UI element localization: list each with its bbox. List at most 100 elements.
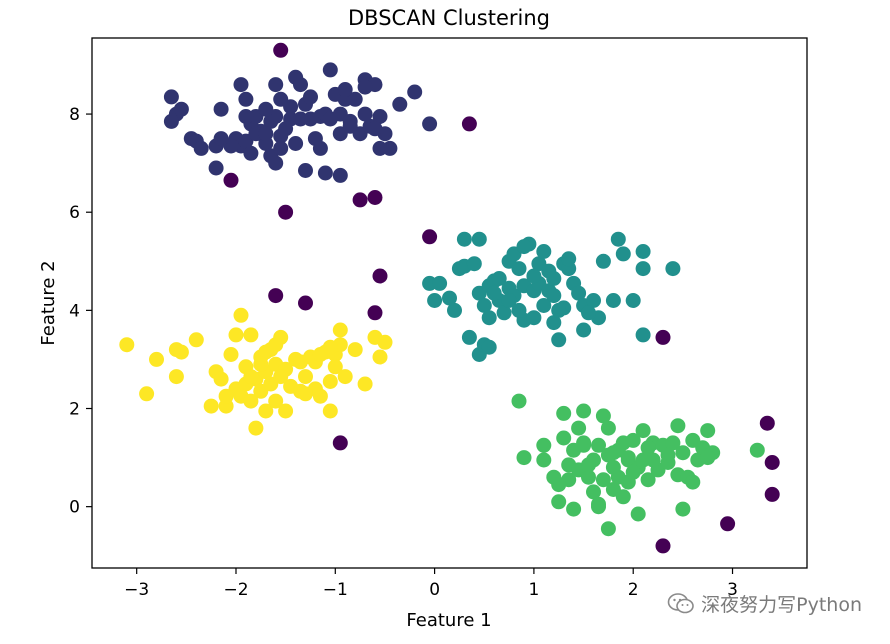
- data-point: [258, 403, 274, 419]
- data-point: [248, 420, 264, 436]
- wechat-icon: [667, 592, 694, 613]
- data-point: [665, 435, 681, 451]
- data-point: [228, 327, 244, 343]
- data-point: [615, 489, 631, 505]
- data-point: [635, 327, 651, 343]
- data-point: [298, 369, 313, 385]
- data-point: [238, 91, 254, 107]
- data-point: [581, 305, 596, 321]
- data-point: [620, 450, 636, 466]
- data-point: [595, 253, 611, 269]
- data-point: [332, 167, 348, 183]
- data-point: [481, 339, 497, 355]
- data-point: [322, 374, 338, 389]
- data-point: [342, 118, 358, 134]
- data-point: [595, 408, 611, 424]
- data-point: [139, 386, 155, 402]
- data-point: [278, 403, 294, 419]
- data-point: [466, 256, 482, 272]
- data-point: [268, 337, 284, 353]
- data-point: [392, 96, 408, 112]
- data-point: [595, 472, 611, 488]
- data-point: [546, 288, 562, 304]
- data-point: [193, 140, 209, 156]
- data-point: [556, 405, 572, 421]
- data-point: [764, 486, 780, 502]
- data-point: [268, 393, 284, 409]
- data-point: [233, 77, 249, 93]
- x-axis: −3 −2 −1 0 1 2 3: [124, 568, 738, 600]
- x-tick-label: 1: [528, 580, 539, 600]
- data-point: [322, 111, 338, 127]
- data-point: [600, 420, 616, 436]
- data-point: [238, 109, 254, 124]
- data-point: [511, 261, 527, 277]
- data-point: [665, 261, 681, 277]
- data-point: [720, 516, 736, 532]
- data-point: [566, 501, 582, 517]
- data-point: [481, 310, 497, 326]
- data-point: [213, 371, 229, 387]
- data-point: [556, 430, 572, 446]
- data-point: [298, 386, 313, 402]
- data-point: [288, 136, 304, 151]
- data-point: [461, 116, 477, 132]
- data-point: [258, 101, 274, 117]
- data-point: [243, 393, 259, 409]
- data-point: [273, 91, 289, 107]
- x-tick-label: −2: [223, 580, 248, 600]
- data-point: [293, 111, 308, 127]
- data-point: [233, 307, 249, 323]
- chart-title: DBSCAN Clustering: [348, 6, 550, 30]
- y-tick-label: 4: [69, 301, 80, 321]
- data-point: [268, 77, 284, 93]
- data-point: [372, 268, 388, 284]
- x-tick-label: 0: [429, 580, 440, 600]
- data-point: [635, 423, 651, 439]
- data-point: [372, 140, 388, 156]
- data-point: [526, 268, 542, 284]
- data-point: [581, 457, 596, 473]
- data-point: [268, 288, 284, 304]
- data-point: [352, 192, 368, 208]
- data-point: [546, 315, 562, 331]
- data-point: [357, 106, 373, 122]
- data-point: [213, 131, 229, 147]
- data-point: [640, 440, 656, 456]
- data-point: [168, 369, 184, 385]
- data-point: [149, 351, 164, 367]
- data-point: [223, 347, 239, 362]
- data-point: [337, 82, 353, 97]
- data-point: [586, 293, 601, 308]
- data-point: [268, 155, 284, 171]
- data-point: [635, 261, 651, 277]
- data-point: [600, 521, 616, 537]
- data-point: [432, 275, 448, 291]
- data-point: [655, 538, 671, 554]
- data-point: [576, 322, 592, 338]
- data-point: [357, 79, 373, 95]
- data-point: [367, 190, 383, 205]
- data-point: [551, 494, 567, 510]
- data-point: [298, 163, 313, 178]
- data-point: [551, 332, 567, 348]
- data-point: [293, 77, 308, 93]
- data-point: [516, 239, 532, 255]
- data-point: [322, 403, 338, 419]
- x-tick-label: 2: [628, 580, 639, 600]
- data-point: [218, 388, 234, 404]
- data-point: [581, 469, 596, 485]
- data-point: [322, 339, 338, 355]
- data-point: [630, 506, 646, 522]
- data-point: [273, 369, 289, 385]
- data-point: [456, 231, 472, 247]
- data-point: [476, 298, 492, 313]
- data-point: [645, 452, 661, 468]
- data-point: [337, 369, 353, 385]
- data-point: [347, 342, 363, 358]
- data-point: [253, 356, 269, 372]
- data-point: [635, 244, 651, 259]
- data-point: [551, 302, 567, 318]
- data-point: [367, 305, 383, 321]
- y-tick-label: 6: [69, 203, 80, 223]
